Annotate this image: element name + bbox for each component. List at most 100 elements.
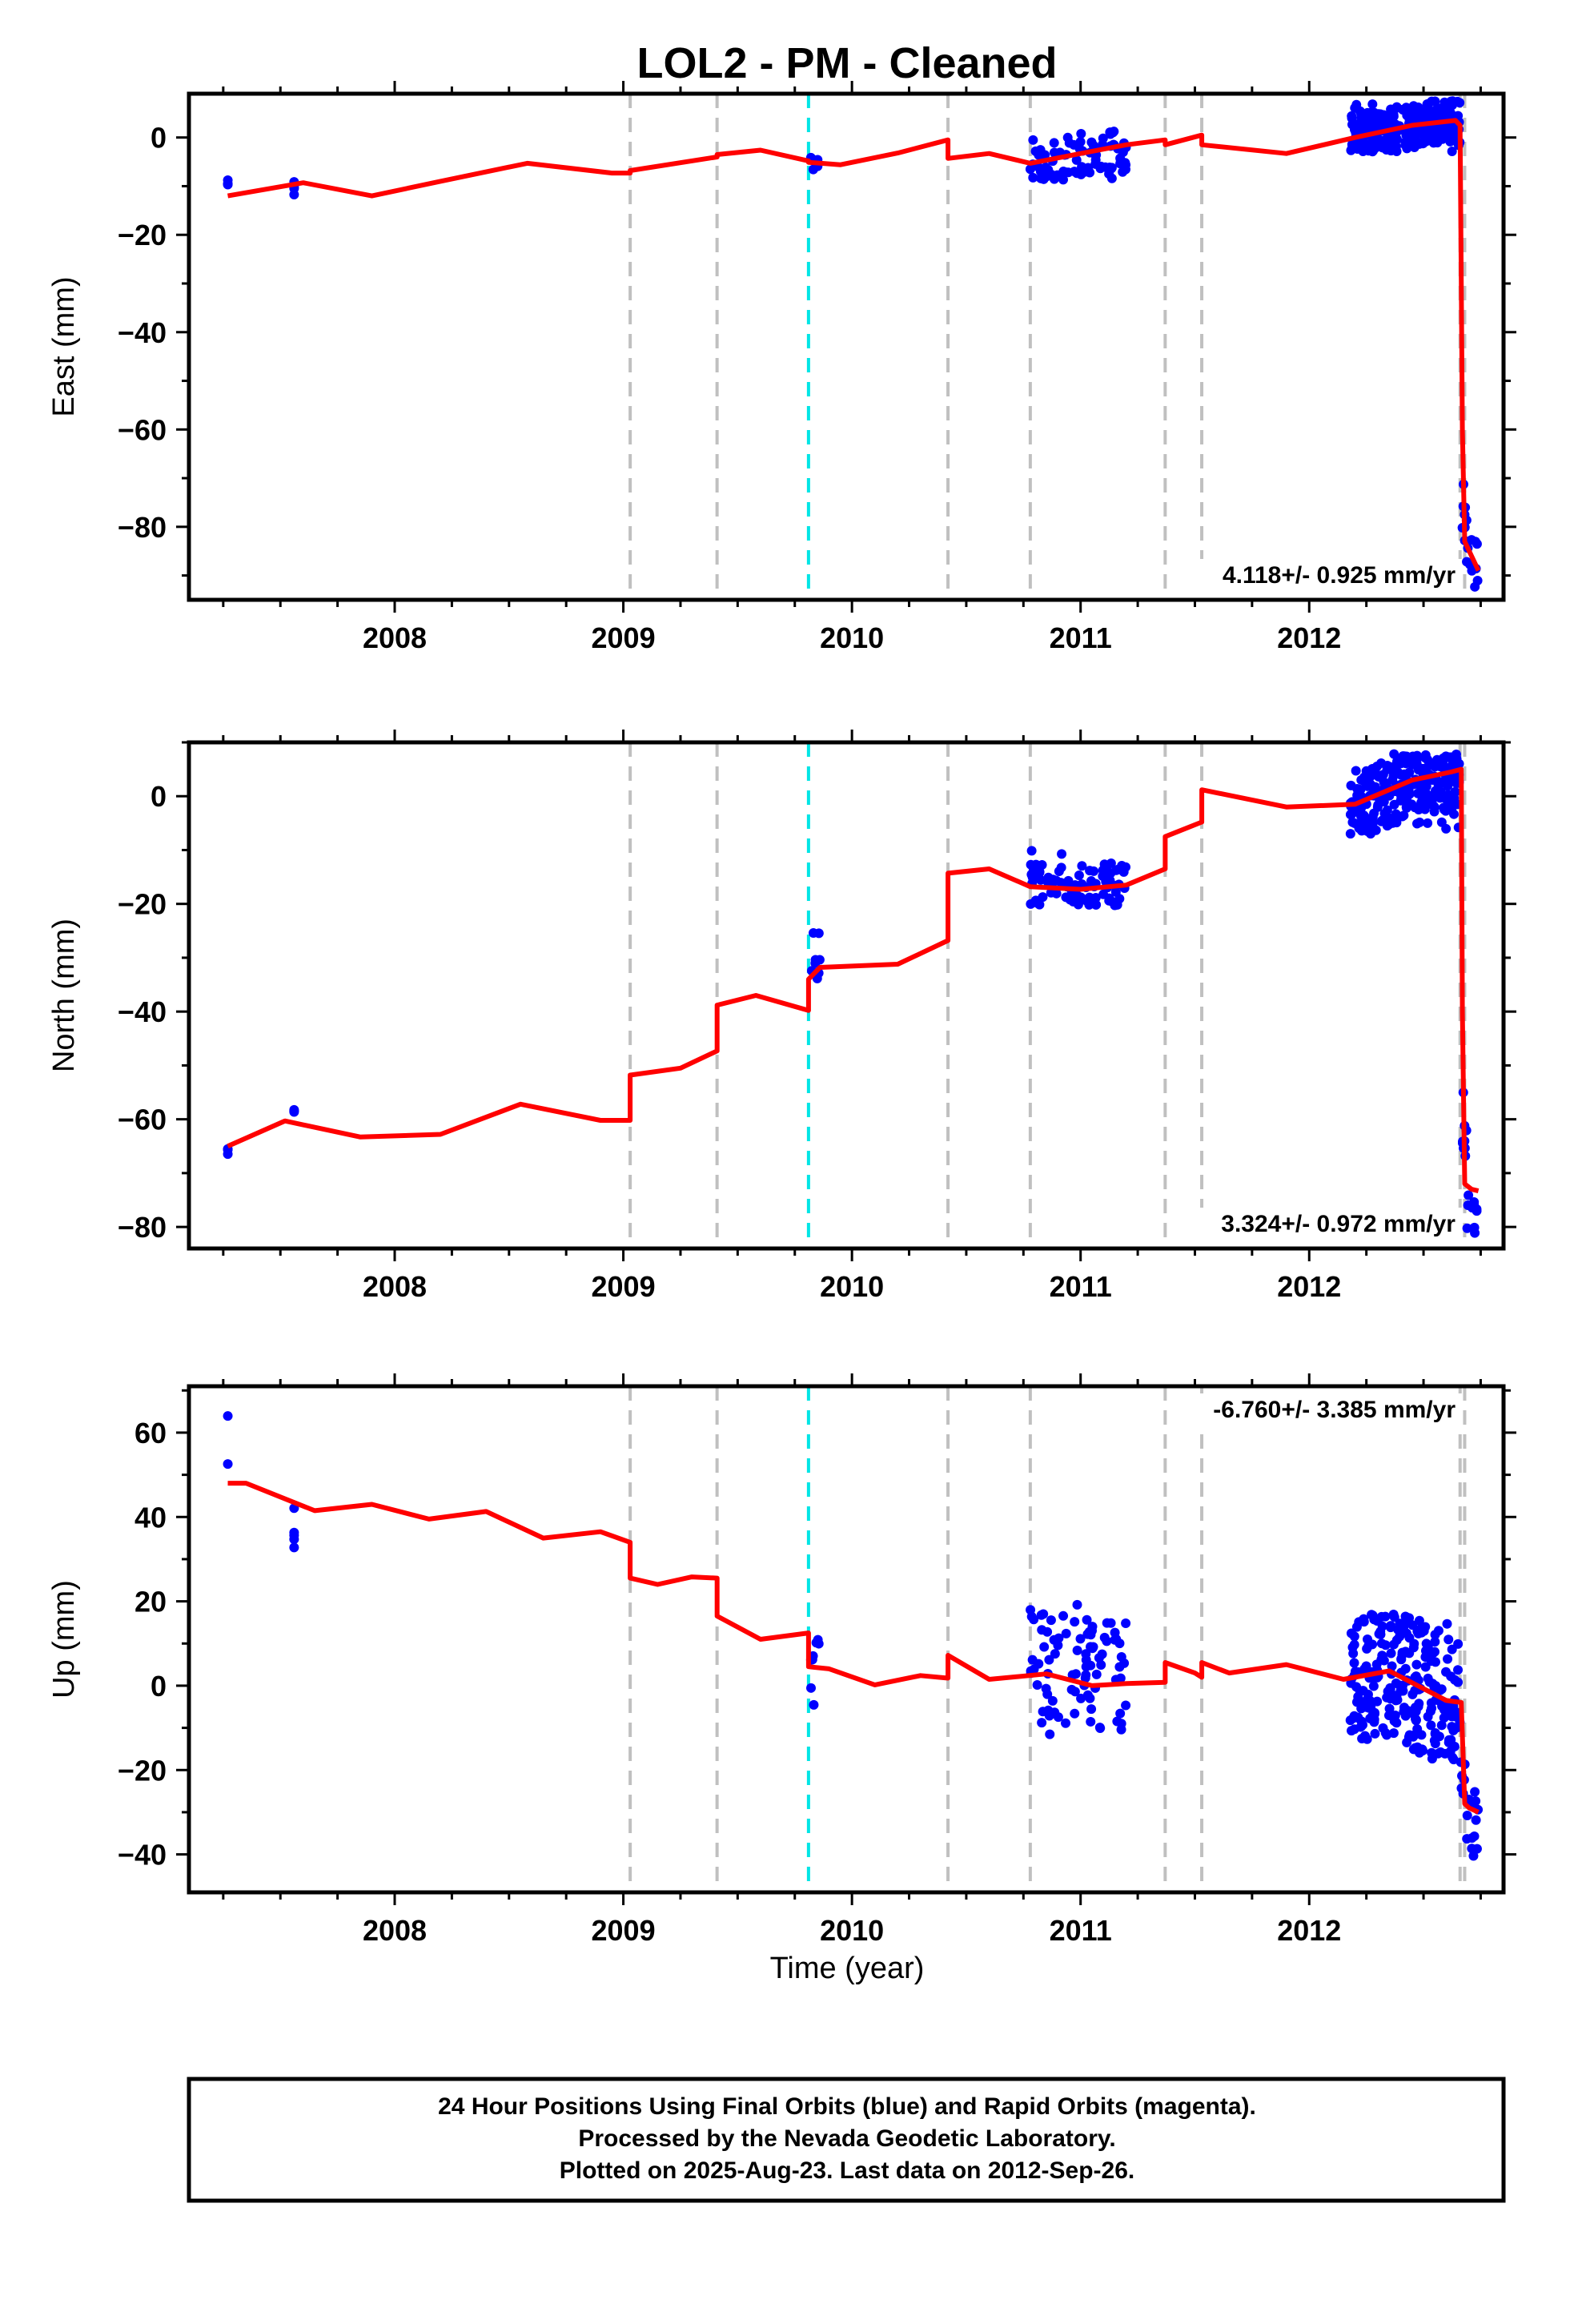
- x-tick-label: 2012: [1277, 1270, 1341, 1303]
- data-point: [1035, 173, 1046, 183]
- data-point: [1056, 878, 1066, 888]
- data-point: [1044, 1655, 1054, 1665]
- x-tick-label: 2012: [1277, 1914, 1341, 1947]
- data-point: [1349, 1724, 1359, 1735]
- data-point: [1441, 1702, 1452, 1712]
- data-point: [1087, 1643, 1098, 1654]
- x-tick-label: 2009: [592, 1914, 656, 1947]
- data-point: [1470, 1228, 1480, 1238]
- final-orbit-points: [223, 749, 1482, 1238]
- data-point: [1401, 785, 1411, 795]
- data-point: [1365, 1713, 1375, 1723]
- data-point: [1389, 749, 1399, 759]
- data-point: [1472, 1844, 1482, 1854]
- data-point: [1413, 1702, 1423, 1712]
- data-point: [1402, 1737, 1412, 1747]
- data-point: [1370, 1728, 1380, 1739]
- model-fit-line: [227, 118, 1481, 572]
- data-point: [1399, 1703, 1409, 1713]
- model-fit-line: [227, 766, 1480, 1194]
- y-tick-label: −80: [118, 511, 167, 544]
- data-point: [1094, 1723, 1105, 1733]
- data-point: [1346, 1628, 1356, 1638]
- data-point: [1359, 1731, 1370, 1741]
- data-point: [1067, 1670, 1078, 1680]
- data-point: [1395, 795, 1406, 806]
- data-point: [1104, 893, 1114, 903]
- data-point: [1386, 1648, 1396, 1659]
- rate-label-background: [1177, 1208, 1462, 1240]
- data-point: [1077, 162, 1087, 172]
- data-point: [1391, 135, 1402, 145]
- data-point: [1399, 1622, 1409, 1632]
- data-point: [1102, 1636, 1112, 1647]
- footer-line-3: Plotted on 2025-Aug-23. Last data on 201…: [560, 2157, 1135, 2184]
- data-point: [1391, 102, 1402, 112]
- y-axis-label: East (mm): [47, 276, 81, 416]
- data-point: [1443, 790, 1453, 800]
- data-point: [1085, 866, 1095, 876]
- data-point: [1448, 1725, 1459, 1735]
- data-point: [1427, 1747, 1437, 1758]
- x-tick-label: 2008: [363, 1270, 427, 1303]
- y-tick-label: −80: [118, 1211, 167, 1244]
- data-point: [1101, 876, 1111, 887]
- data-point: [1082, 1614, 1092, 1625]
- data-point: [1411, 1659, 1422, 1670]
- data-point: [1038, 1609, 1049, 1619]
- data-point: [1052, 170, 1062, 180]
- y-tick-label: 40: [135, 1501, 167, 1534]
- data-point: [1355, 1686, 1365, 1696]
- east-panel: 2008 2009 2010 2011 2012 0 −20 −40 −60 −80 East (m…: [47, 81, 1516, 654]
- data-point: [814, 955, 825, 965]
- data-point: [1447, 146, 1457, 156]
- data-point: [1411, 818, 1422, 829]
- data-point: [223, 1411, 233, 1421]
- data-point: [1433, 1626, 1443, 1636]
- data-point: [1428, 801, 1439, 811]
- data-point: [1391, 1695, 1401, 1706]
- data-point: [1359, 1614, 1369, 1624]
- data-point: [1351, 1697, 1362, 1707]
- data-point: [1363, 781, 1373, 791]
- data-point: [1372, 1696, 1383, 1707]
- data-point: [1367, 99, 1378, 110]
- data-point: [1350, 1667, 1360, 1677]
- data-point: [1085, 167, 1095, 178]
- data-point: [1345, 829, 1355, 839]
- y-tick-label: −60: [118, 1104, 167, 1136]
- y-tick-label: 0: [151, 122, 167, 155]
- x-tick-label: 2010: [820, 1270, 884, 1303]
- data-point: [1445, 107, 1456, 118]
- data-point: [1401, 802, 1411, 812]
- data-point: [1057, 849, 1067, 859]
- data-point: [1472, 1204, 1482, 1214]
- data-point: [1091, 1669, 1102, 1679]
- data-point: [1431, 126, 1441, 136]
- data-point: [805, 1683, 816, 1693]
- data-point: [1347, 809, 1357, 819]
- data-point: [1365, 1695, 1375, 1706]
- data-point: [1441, 1667, 1452, 1677]
- y-tick-label: −20: [118, 219, 167, 251]
- data-point: [1076, 129, 1086, 139]
- data-point: [1081, 1649, 1091, 1659]
- data-point: [1034, 899, 1045, 910]
- data-point: [1390, 1711, 1400, 1721]
- data-point: [1407, 115, 1417, 125]
- data-point: [1070, 1687, 1080, 1697]
- data-point: [1408, 1731, 1419, 1741]
- data-point: [1070, 1617, 1080, 1627]
- data-point: [289, 1106, 299, 1116]
- data-point: [1351, 766, 1361, 776]
- data-point: [1076, 169, 1086, 179]
- north-panel: 2008 2009 2010 2011 2012 0 −20 −40 −60 −80 North (…: [47, 730, 1516, 1303]
- data-point: [1119, 1658, 1130, 1668]
- x-axis-label: Time (year): [770, 1952, 925, 1985]
- data-point: [1446, 121, 1456, 131]
- data-point: [289, 1542, 299, 1553]
- data-point: [1026, 846, 1037, 856]
- data-point: [1382, 821, 1392, 831]
- data-point: [1414, 1615, 1424, 1626]
